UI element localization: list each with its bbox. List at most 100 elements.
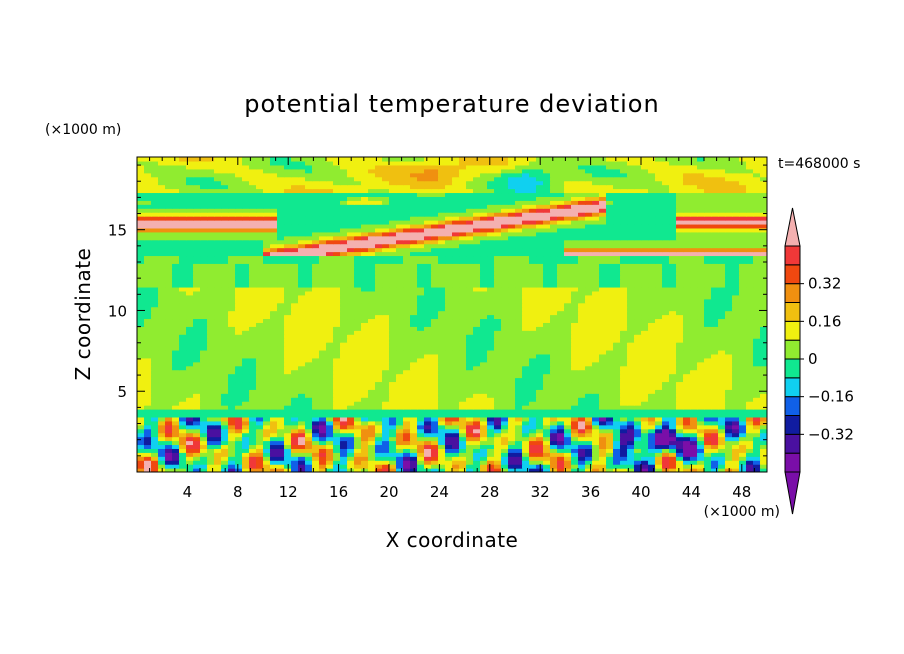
field-cell [193, 302, 201, 308]
field-cell [186, 294, 194, 300]
field-cell [326, 428, 334, 434]
field-cell [431, 255, 439, 260]
field-cell [298, 381, 306, 386]
field-cell [326, 405, 334, 410]
field-cell [389, 334, 397, 339]
field-cell [550, 452, 558, 457]
field-cell [347, 334, 355, 339]
field-cell [585, 464, 593, 469]
field-cell [361, 306, 369, 312]
field-cell [683, 294, 691, 300]
field-cell [445, 456, 453, 461]
field-cell [228, 326, 236, 331]
field-cell [669, 468, 677, 472]
field-cell [214, 436, 222, 442]
field-cell [431, 271, 439, 276]
field-cell [214, 322, 222, 327]
field-cell [711, 448, 719, 453]
field-cell [459, 452, 467, 457]
field-cell [515, 409, 523, 414]
field-cell [256, 440, 264, 446]
field-cell [228, 464, 236, 469]
field-cell [641, 448, 649, 453]
field-cell [578, 279, 586, 284]
field-cell [144, 365, 152, 371]
field-cell [746, 318, 754, 323]
field-cell [417, 290, 425, 296]
field-cell [396, 271, 404, 276]
field-cell [172, 346, 180, 351]
field-cell [452, 361, 460, 367]
field-cell [249, 365, 257, 371]
field-cell [298, 409, 306, 414]
field-cell [375, 456, 383, 461]
field-cell [207, 326, 215, 331]
field-cell [508, 286, 516, 292]
field-cell [361, 361, 369, 367]
field-cell [543, 263, 551, 268]
field-cell [627, 409, 635, 414]
field-cell [319, 420, 327, 426]
field-cell [487, 310, 495, 316]
field-cell [305, 298, 313, 304]
field-cell [158, 283, 166, 288]
field-cell [613, 381, 621, 386]
field-cell [249, 346, 257, 351]
field-cell [403, 444, 411, 449]
field-cell [690, 310, 698, 316]
field-cell [396, 342, 404, 347]
field-cell [340, 420, 348, 426]
field-cell [389, 452, 397, 457]
field-cell [515, 424, 523, 430]
field-cell [676, 468, 684, 472]
field-cell [571, 326, 579, 331]
field-cell [375, 369, 383, 375]
field-cell [214, 428, 222, 434]
field-cell [634, 349, 642, 355]
field-cell [753, 267, 761, 272]
field-cell [557, 436, 565, 442]
field-cell [529, 377, 537, 383]
field-cell [536, 314, 544, 320]
field-cell [571, 330, 579, 335]
field-cell [438, 298, 446, 304]
field-cell [382, 452, 390, 457]
field-cell [144, 385, 152, 390]
field-cell [452, 432, 460, 438]
field-cell [256, 302, 264, 308]
field-cell [158, 420, 166, 426]
field-cell [263, 381, 271, 386]
field-cell [179, 322, 187, 327]
field-cell [263, 424, 271, 430]
field-cell [249, 401, 257, 406]
field-cell [662, 298, 670, 304]
field-cell [354, 452, 362, 457]
field-cell [445, 452, 453, 457]
field-cell [137, 263, 145, 268]
field-cell [641, 401, 649, 406]
field-cell [410, 361, 418, 367]
field-cell [711, 275, 719, 280]
field-cell [214, 361, 222, 367]
field-cell [445, 440, 453, 446]
field-cell [284, 389, 292, 394]
field-cell [655, 255, 663, 260]
field-cell [270, 428, 278, 434]
field-cell [319, 412, 327, 418]
field-cell [403, 318, 411, 323]
field-cell [242, 373, 250, 379]
field-cell [375, 349, 383, 355]
field-cell [459, 377, 467, 383]
field-cell [550, 271, 558, 276]
field-cell [403, 302, 411, 308]
field-cell [578, 468, 586, 472]
field-cell [312, 290, 320, 296]
field-cell [193, 440, 201, 446]
field-cell [592, 444, 600, 449]
field-cell [641, 306, 649, 312]
field-cell [389, 440, 397, 446]
field-cell [501, 275, 509, 280]
field-cell [648, 318, 656, 323]
field-cell [536, 440, 544, 446]
field-cell [361, 448, 369, 453]
